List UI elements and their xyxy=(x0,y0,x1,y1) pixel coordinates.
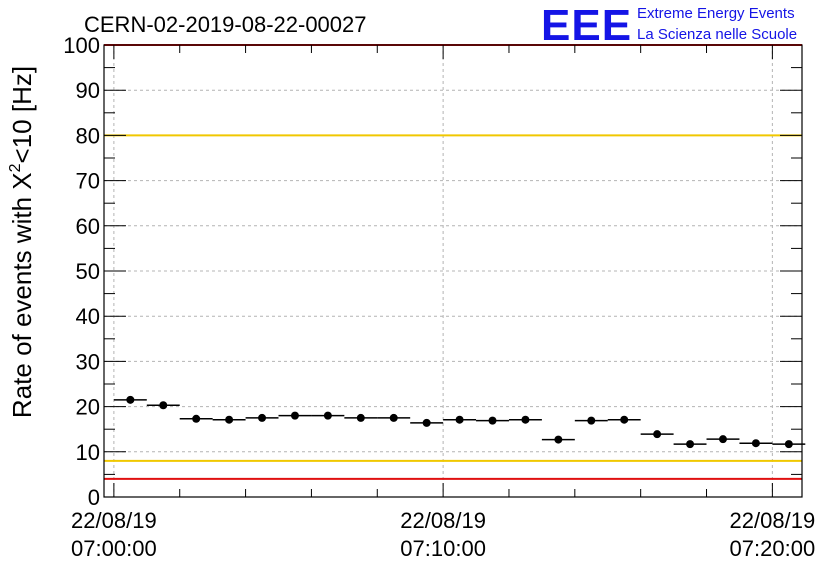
data-point xyxy=(488,416,497,425)
data-point xyxy=(389,413,398,422)
axes xyxy=(103,44,803,498)
data-point xyxy=(225,415,234,424)
logo-letters: EEE xyxy=(541,1,632,50)
x-tick-date: 22/08/19 xyxy=(400,508,486,533)
data-point xyxy=(554,435,563,444)
x-tick-time: 07:00:00 xyxy=(71,536,157,561)
data-point xyxy=(455,415,464,424)
data-point xyxy=(521,415,530,424)
x-tick-time: 07:10:00 xyxy=(400,536,486,561)
y-tick-label: 90 xyxy=(76,78,100,103)
y-tick-label: 0 xyxy=(88,485,100,510)
y-tick-label: 10 xyxy=(76,440,100,465)
y-axis-title-sup: 2 xyxy=(7,163,24,172)
reference-lines xyxy=(104,44,802,480)
data-point xyxy=(126,395,135,404)
y-axis-title-main: Rate of events with X xyxy=(7,172,37,418)
tick-labels: 0 10 20 30 40 50 60 70 80 90 100 22/08/19 07:00:00 22… xyxy=(63,33,815,561)
data-point xyxy=(356,413,365,422)
data-point xyxy=(192,414,201,423)
chart-title: CERN-02-2019-08-22-00027 xyxy=(84,12,367,37)
data-point xyxy=(159,401,168,410)
data-point xyxy=(587,416,596,425)
data-point xyxy=(784,440,793,449)
grid xyxy=(104,45,802,497)
data-point xyxy=(422,418,431,427)
y-axis-title-tail: <10 [Hz] xyxy=(7,66,37,164)
data-point xyxy=(751,439,760,448)
y-tick-label: 40 xyxy=(76,304,100,329)
y-tick-label: 70 xyxy=(76,169,100,194)
data-point xyxy=(258,413,267,422)
data-point xyxy=(290,411,299,420)
data-point xyxy=(653,430,662,439)
y-tick-label: 100 xyxy=(63,33,100,58)
y-tick-label: 30 xyxy=(76,349,100,374)
plot-frame xyxy=(103,44,803,498)
x-tick-date: 22/08/19 xyxy=(71,508,157,533)
x-tick-time: 07:20:00 xyxy=(730,536,816,561)
y-tick-label: 60 xyxy=(76,214,100,239)
data-point xyxy=(718,435,727,444)
logo-line-2: La Scienza nelle Scuole xyxy=(637,26,797,43)
data-point xyxy=(686,440,695,449)
y-axis-title: Rate of events with X2<10 [Hz] xyxy=(7,66,37,418)
y-tick-label: 20 xyxy=(76,395,100,420)
eee-logo: EEE Extreme Energy Events La Scienza nel… xyxy=(541,1,797,50)
data-point xyxy=(620,415,629,424)
logo-line-1: Extreme Energy Events xyxy=(637,5,795,22)
y-tick-label: 80 xyxy=(76,123,100,148)
data-points xyxy=(113,395,806,449)
y-tick-label: 50 xyxy=(76,259,100,284)
data-point xyxy=(323,411,332,420)
x-tick-date: 22/08/19 xyxy=(730,508,816,533)
